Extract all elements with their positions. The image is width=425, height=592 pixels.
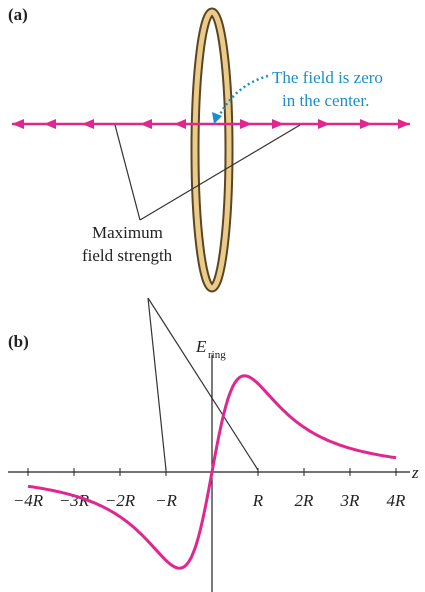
ring bbox=[195, 12, 229, 288]
field-arrows bbox=[12, 119, 410, 129]
panel-label: (b) bbox=[8, 332, 29, 351]
annotation-arrowhead bbox=[212, 112, 222, 124]
arrowhead bbox=[12, 119, 24, 129]
figure: (a) The field is zero in the center. Max… bbox=[0, 0, 425, 592]
callout-line bbox=[148, 298, 258, 470]
callout-text: field strength bbox=[82, 246, 173, 265]
x-tick-label: 2R bbox=[295, 491, 315, 510]
arrowhead bbox=[240, 119, 252, 129]
x-tick-label: 3R bbox=[340, 491, 361, 510]
arrowhead bbox=[174, 119, 186, 129]
callout-line bbox=[140, 125, 300, 220]
arrowhead bbox=[140, 119, 152, 129]
annotation-line: in the center. bbox=[282, 91, 369, 110]
x-tick-label: 4R bbox=[387, 491, 407, 510]
arrowhead bbox=[360, 119, 372, 129]
x-tick-label: R bbox=[252, 491, 264, 510]
callout-text: Maximum bbox=[92, 223, 163, 242]
x-tick-label: −4R bbox=[13, 491, 44, 510]
callout-line bbox=[115, 125, 140, 220]
arrowhead bbox=[272, 119, 284, 129]
x-tick-label: −R bbox=[155, 491, 177, 510]
y-axis-label: E bbox=[195, 337, 207, 356]
arrowhead bbox=[82, 119, 94, 129]
panel-label: (a) bbox=[8, 5, 28, 24]
x-axis-label: z bbox=[411, 463, 419, 482]
callout-line bbox=[148, 298, 166, 470]
arrowhead bbox=[318, 119, 330, 129]
x-tick-label: −2R bbox=[105, 491, 136, 510]
y-axis-subscript: ring bbox=[208, 349, 226, 361]
arrowhead bbox=[44, 119, 56, 129]
annotation-line: The field is zero bbox=[272, 68, 383, 87]
arrowhead bbox=[398, 119, 410, 129]
